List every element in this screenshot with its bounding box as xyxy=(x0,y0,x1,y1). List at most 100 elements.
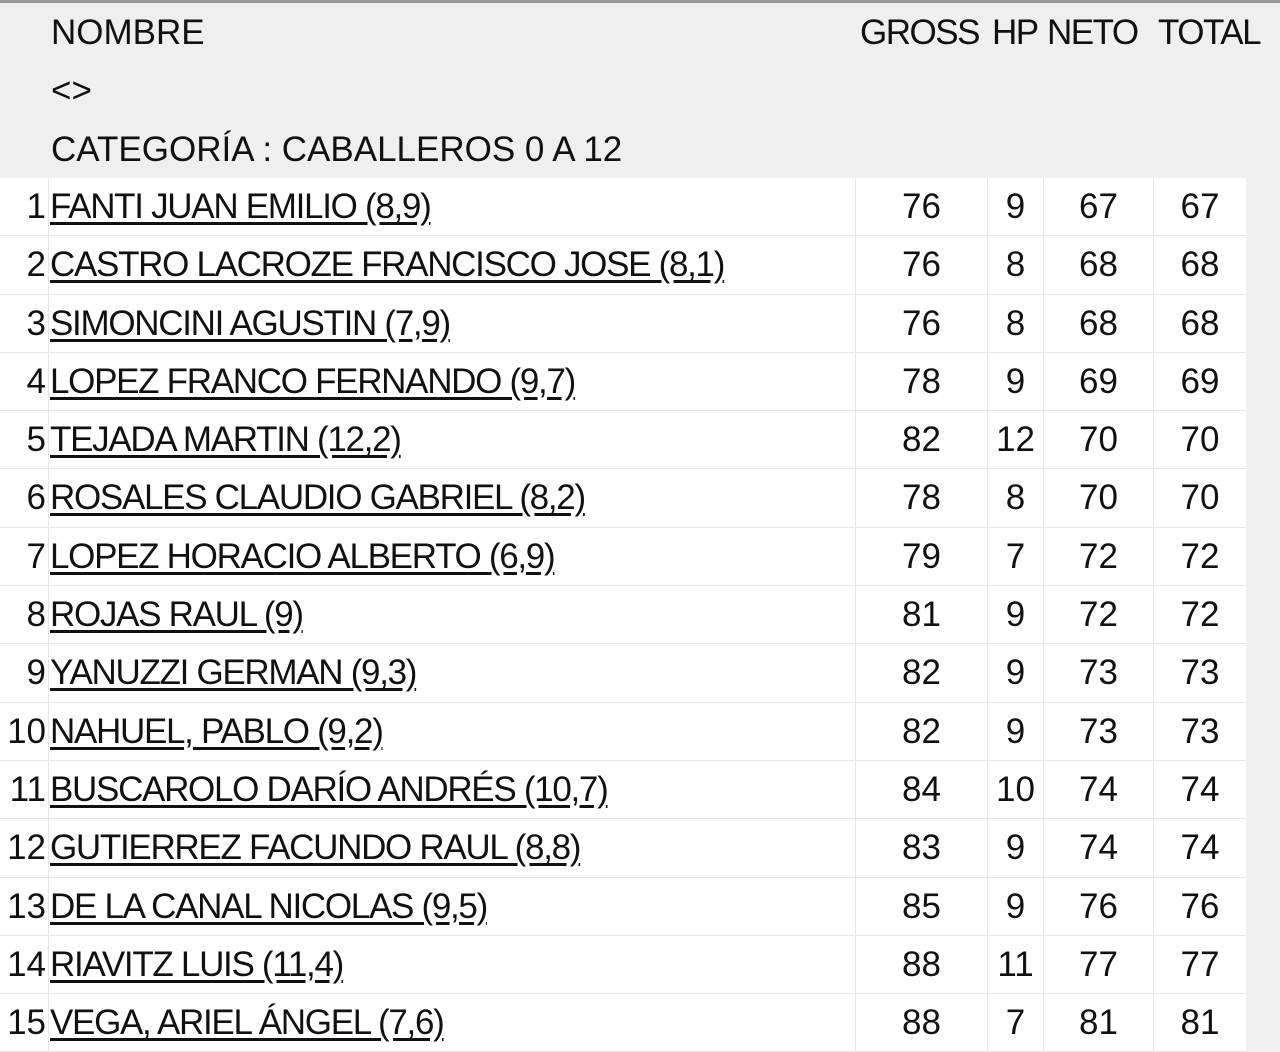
player-link[interactable]: RIAVITZ LUIS (11,4) xyxy=(50,944,344,984)
table-row: 8 ROJAS RAUL (9) 81 9 72 72 xyxy=(0,586,1246,645)
table-row: 1 FANTI JUAN EMILIO (8,9) 76 9 67 67 xyxy=(0,178,1246,237)
gross-cell: 88 xyxy=(856,994,988,1052)
position-cell: 2 xyxy=(0,236,49,294)
neto-cell: 67 xyxy=(1044,178,1154,236)
neto-cell: 74 xyxy=(1044,760,1154,819)
name-cell: FANTI JUAN EMILIO (8,9) xyxy=(49,178,856,236)
player-link[interactable]: VEGA, ARIEL ÁNGEL (7,6) xyxy=(50,1003,445,1043)
name-cell: ROSALES CLAUDIO GABRIEL (8,2) xyxy=(49,469,856,527)
table-header: NOMBRE <> CATEGORÍA : CABALLEROS 0 A 12 … xyxy=(0,3,1280,178)
neto-cell: 69 xyxy=(1044,352,1154,411)
table-row: 3 SIMONCINI AGUSTIN (7,9) 76 8 68 68 xyxy=(0,294,1246,353)
neto-cell: 81 xyxy=(1044,994,1154,1052)
gross-cell: 76 xyxy=(856,294,988,352)
player-link[interactable]: TEJADA MARTIN (12,2) xyxy=(50,420,402,460)
total-cell: 70 xyxy=(1180,420,1220,460)
position-cell: 7 xyxy=(0,527,49,586)
gross-cell: 82 xyxy=(856,644,988,702)
player-link[interactable]: BUSCAROLO DARÍO ANDRÉS (10,7) xyxy=(50,769,609,809)
hp-cell: 8 xyxy=(988,294,1044,352)
position-cell: 13 xyxy=(0,877,49,935)
neto-cell: 72 xyxy=(1044,586,1154,644)
name-cell: VEGA, ARIEL ÁNGEL (7,6) xyxy=(49,994,856,1052)
position-cell: 1 xyxy=(0,178,49,236)
total-cell: 77 xyxy=(1180,944,1220,984)
neto-cell: 72 xyxy=(1044,527,1154,586)
category-title: CATEGORÍA : CABALLEROS 0 A 12 xyxy=(51,130,623,169)
table-row: 12 GUTIERREZ FACUNDO RAUL (8,8) 83 9 74 74 xyxy=(0,819,1246,878)
player-link[interactable]: ROJAS RAUL (9) xyxy=(50,595,304,635)
neto-cell: 74 xyxy=(1044,819,1154,877)
table-row: 14 RIAVITZ LUIS (11,4) 88 11 77 77 xyxy=(0,935,1246,995)
name-cell: LOPEZ FRANCO FERNANDO (9,7) xyxy=(49,352,856,411)
player-link[interactable]: SIMONCINI AGUSTIN (7,9) xyxy=(50,303,451,343)
total-cell: 81 xyxy=(1180,1003,1220,1043)
top-border xyxy=(0,0,1280,3)
player-link[interactable]: LOPEZ FRANCO FERNANDO (9,7) xyxy=(50,361,576,401)
total-cell: 74 xyxy=(1180,769,1220,809)
name-cell: CASTRO LACROZE FRANCISCO JOSE (8,1) xyxy=(49,236,856,294)
gross-cell: 78 xyxy=(856,469,988,527)
player-link[interactable]: NAHUEL, PABLO (9,2) xyxy=(50,711,384,751)
neto-cell: 73 xyxy=(1044,644,1154,702)
table-row: 6 ROSALES CLAUDIO GABRIEL (8,2) 78 8 70 70 xyxy=(0,469,1246,528)
hp-cell: 9 xyxy=(988,178,1044,236)
position-cell: 5 xyxy=(0,411,49,469)
position-cell: 14 xyxy=(0,935,49,994)
header-gross: GROSS xyxy=(860,13,980,52)
neto-cell: 70 xyxy=(1044,469,1154,527)
hp-cell: 9 xyxy=(988,352,1044,411)
gross-cell: 85 xyxy=(856,877,988,935)
position-cell: 9 xyxy=(0,644,49,702)
player-link[interactable]: DE LA CANAL NICOLAS (9,5) xyxy=(50,886,488,926)
player-link[interactable]: YANUZZI GERMAN (9,3) xyxy=(50,653,417,693)
hp-cell: 7 xyxy=(988,994,1044,1052)
total-cell: 72 xyxy=(1180,536,1220,576)
position-cell: 3 xyxy=(0,294,49,352)
player-link[interactable]: FANTI JUAN EMILIO (8,9) xyxy=(50,187,432,226)
hp-cell: 9 xyxy=(988,877,1044,935)
total-cell: 74 xyxy=(1180,828,1220,868)
name-cell: RIAVITZ LUIS (11,4) xyxy=(49,935,856,994)
neto-cell: 70 xyxy=(1044,411,1154,469)
gross-cell: 78 xyxy=(856,352,988,411)
neto-cell: 76 xyxy=(1044,877,1154,935)
hp-cell: 11 xyxy=(988,935,1044,994)
gross-cell: 76 xyxy=(856,236,988,294)
total-cell: 73 xyxy=(1180,711,1220,751)
total-cell: 70 xyxy=(1180,478,1220,518)
table-row: 15 VEGA, ARIEL ÁNGEL (7,6) 88 7 81 81 xyxy=(0,994,1246,1052)
position-cell: 12 xyxy=(0,819,49,877)
table-row: 5 TEJADA MARTIN (12,2) 82 12 70 70 xyxy=(0,411,1246,470)
header-brackets: <> xyxy=(51,71,92,110)
table-row: 9 YANUZZI GERMAN (9,3) 82 9 73 73 xyxy=(0,644,1246,703)
player-link[interactable]: CASTRO LACROZE FRANCISCO JOSE (8,1) xyxy=(50,245,725,285)
name-cell: ROJAS RAUL (9) xyxy=(49,586,856,644)
results-table: 1 FANTI JUAN EMILIO (8,9) 76 9 67 67 2 CASTRO L… xyxy=(0,178,1246,1052)
player-link[interactable]: ROSALES CLAUDIO GABRIEL (8,2) xyxy=(50,478,586,518)
gross-cell: 82 xyxy=(856,702,988,760)
position-cell: 8 xyxy=(0,586,49,644)
total-cell: 76 xyxy=(1180,886,1220,926)
name-cell: NAHUEL, PABLO (9,2) xyxy=(49,702,856,760)
name-cell: BUSCAROLO DARÍO ANDRÉS (10,7) xyxy=(49,760,856,819)
gross-cell: 76 xyxy=(856,178,988,236)
table-row: 4 LOPEZ FRANCO FERNANDO (9,7) 78 9 69 69 xyxy=(0,352,1246,412)
hp-cell: 9 xyxy=(988,702,1044,760)
position-cell: 11 xyxy=(0,760,49,819)
gross-cell: 79 xyxy=(856,527,988,586)
total-cell: 67 xyxy=(1180,187,1220,226)
table-row: 10 NAHUEL, PABLO (9,2) 82 9 73 73 xyxy=(0,702,1246,761)
header-nombre: NOMBRE xyxy=(51,13,205,52)
hp-cell: 10 xyxy=(988,760,1044,819)
player-link[interactable]: GUTIERREZ FACUNDO RAUL (8,8) xyxy=(50,828,581,868)
neto-cell: 77 xyxy=(1044,935,1154,994)
name-cell: DE LA CANAL NICOLAS (9,5) xyxy=(49,877,856,935)
neto-cell: 73 xyxy=(1044,702,1154,760)
total-cell: 73 xyxy=(1180,653,1220,693)
table-row: 2 CASTRO LACROZE FRANCISCO JOSE (8,1) 76 8 6… xyxy=(0,236,1246,295)
gross-cell: 83 xyxy=(856,819,988,877)
player-link[interactable]: LOPEZ HORACIO ALBERTO (6,9) xyxy=(50,536,556,576)
neto-cell: 68 xyxy=(1044,294,1154,352)
name-cell: GUTIERREZ FACUNDO RAUL (8,8) xyxy=(49,819,856,877)
